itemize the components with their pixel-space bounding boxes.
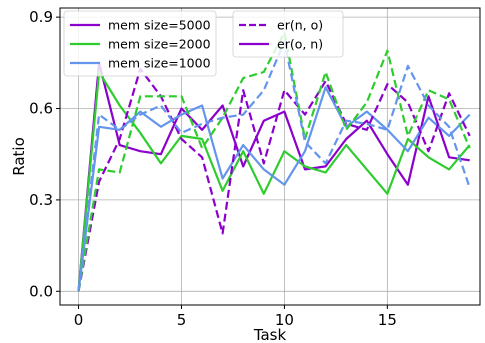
legend-error-type: er(n, o) er(o, n)	[232, 10, 344, 58]
x-tick-label: 15	[378, 311, 397, 329]
y-axis-label: Ratio	[10, 137, 28, 176]
legend-label: er(o, n)	[277, 37, 323, 52]
mem-size-1000-solid-series	[77, 86, 471, 292]
y-tick-label: 0.3	[29, 191, 53, 209]
y-tick-label: 0.0	[29, 282, 53, 300]
x-tick-label: 10	[275, 311, 294, 329]
legend-label: mem size=1000	[108, 56, 211, 71]
x-tick-label: 0	[74, 311, 84, 329]
unnamed-dashed-series	[77, 67, 471, 292]
y-tick-label: 0.6	[29, 100, 53, 118]
y-tick-label: 0.9	[29, 8, 53, 26]
legend-label: er(n, o)	[277, 18, 323, 33]
legend-label: mem size=5000	[108, 18, 211, 33]
unnamed-dashed-series	[77, 40, 471, 292]
plot-frame	[59, 7, 481, 306]
mem-size-5000-solid-series	[77, 61, 470, 292]
legend-box	[63, 10, 217, 77]
legend-label: mem size=2000	[108, 37, 211, 52]
axis-ticks: 0 5 10 15 0.0 0.3 0.6 0.9	[29, 8, 397, 329]
mem-size-2000-solid-series	[77, 70, 471, 292]
x-axis-label: Task	[253, 326, 287, 343]
x-tick-label: 5	[177, 311, 187, 329]
legend-memory-size: mem size=5000 mem size=2000 mem size=1000	[63, 10, 217, 77]
legend-box	[232, 10, 344, 58]
